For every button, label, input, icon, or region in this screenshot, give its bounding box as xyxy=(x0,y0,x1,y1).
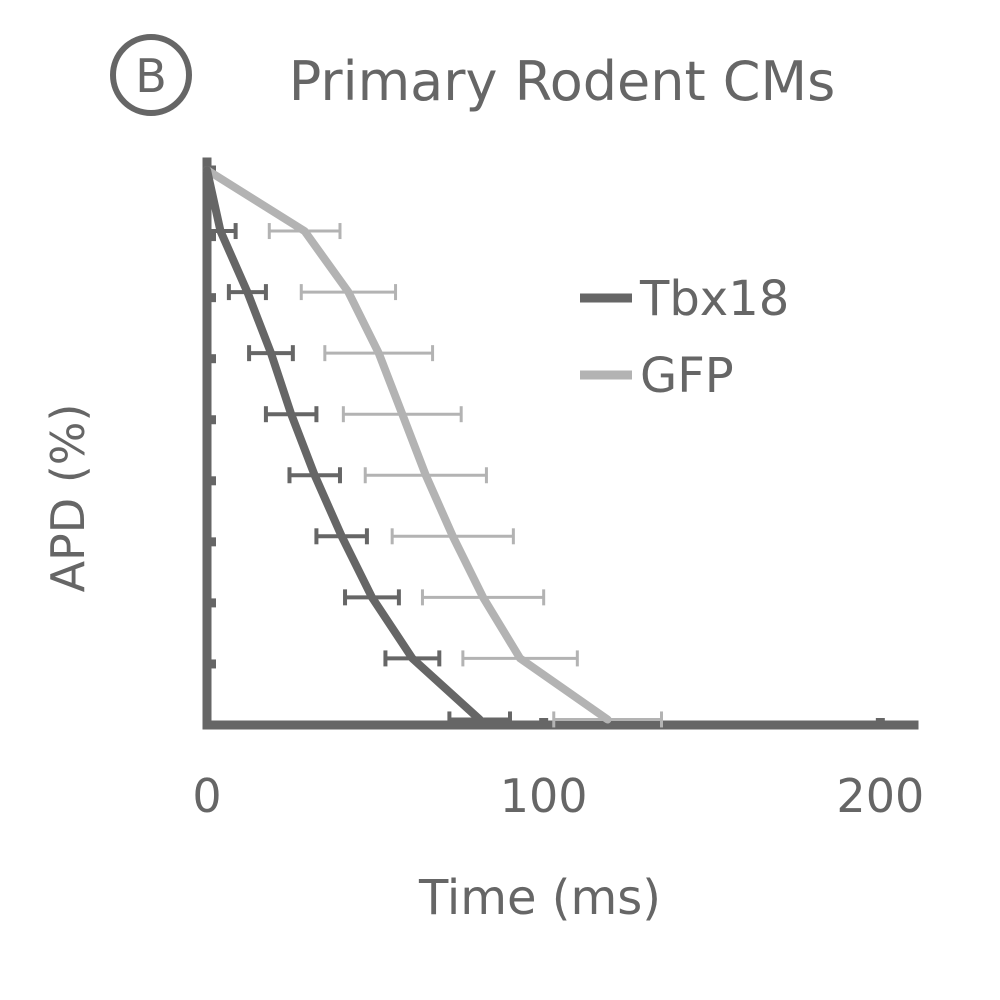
plot-area: 0 100 200 Tbx18 GFP xyxy=(192,157,924,823)
tbx18-series-line xyxy=(203,166,484,724)
panel-label-circle xyxy=(110,34,192,116)
x-tick-label: 100 xyxy=(500,769,588,823)
x-axis-label: Time (ms) xyxy=(418,870,661,926)
gfp-legend-label: GFP xyxy=(640,348,734,404)
tbx18-legend-label: Tbx18 xyxy=(639,271,789,327)
y-axis-label: APD (%) xyxy=(41,404,95,593)
panel-label: B xyxy=(135,49,167,103)
x-tick-label: 200 xyxy=(836,769,924,823)
chart-title: Primary Rodent CMs xyxy=(289,50,835,113)
x-tick-label: 0 xyxy=(192,769,221,823)
gfp-series-line xyxy=(203,166,612,724)
